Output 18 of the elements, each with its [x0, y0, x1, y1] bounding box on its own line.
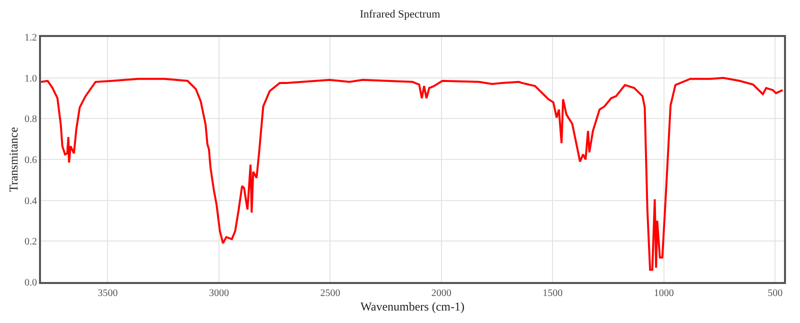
y-tick-label: 0.2: [24, 236, 37, 248]
y-tick-label: 1.0: [24, 73, 37, 84]
x-tick-label: 2000: [431, 288, 452, 299]
x-tick-label: 1000: [654, 288, 674, 299]
x-tick-label: 1500: [542, 288, 563, 299]
y-tick-label: 0.0: [24, 278, 37, 288]
y-tick-label: 1.2: [24, 32, 37, 44]
line-series: [41, 76, 784, 271]
x-tick-label: 2500: [320, 288, 340, 299]
chart-title: Infrared Spectrum: [360, 8, 441, 20]
x-tick-label: 500: [768, 288, 783, 299]
y-axis-title: Transmitance: [6, 127, 20, 192]
y-tick-label: 0.4: [24, 196, 37, 207]
x-tick-label: 3500: [98, 288, 118, 299]
x-tick-label: 3000: [208, 288, 229, 299]
y-tick-label: 0.8: [24, 114, 37, 126]
y-tick-label: 0.6: [24, 155, 37, 166]
x-axis-title: Wavenumbers (cm-1): [360, 299, 464, 314]
